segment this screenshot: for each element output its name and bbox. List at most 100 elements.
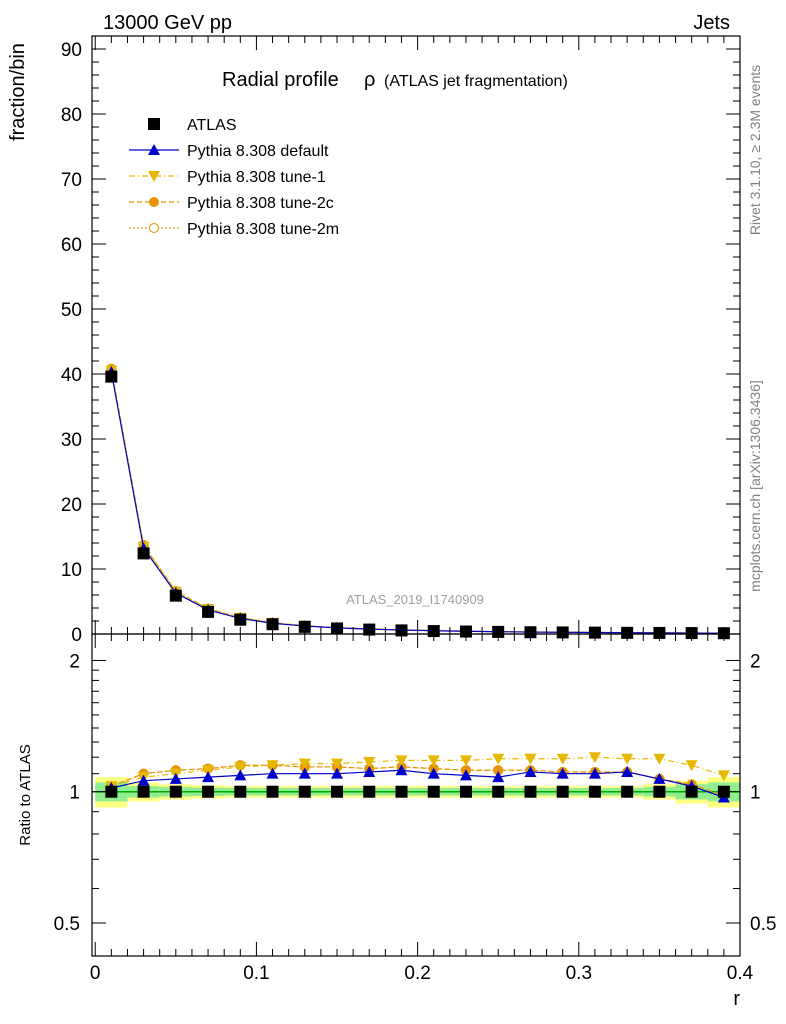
ratio-point-tune1 (556, 753, 569, 765)
ratio-point-data (427, 785, 440, 798)
ratio-point-default (395, 764, 408, 776)
main-point-data (202, 605, 215, 618)
analysis-watermark: ATLAS_2019_I1740909 (346, 592, 484, 607)
ratio-point-tune1 (653, 753, 666, 765)
ratio-point-data (169, 785, 182, 798)
legend-marker-tune2m (148, 222, 160, 234)
main-point-data (169, 589, 182, 602)
ratio-point-data (266, 785, 279, 798)
main-ytick-label: 0 (71, 625, 82, 646)
main-ytick-label: 60 (61, 235, 82, 256)
ratio-point-data (621, 785, 634, 798)
legend: ATLAS Pythia 8.308 default Pythia 8.308 tu… (129, 117, 339, 238)
ratio-point-tune1 (685, 760, 698, 772)
ratio-line-default (111, 769, 725, 799)
ratio-point-default (169, 772, 182, 784)
ratio-point-tune1 (621, 753, 634, 765)
ratio-point-data (234, 785, 247, 798)
xtick-label: 0 (90, 963, 101, 984)
ratio-ytick-label: 0.5 (54, 914, 80, 935)
legend-label-tune2c: Pythia 8.308 tune-2c (187, 195, 334, 212)
ratio-band-group (92, 777, 740, 808)
ratio-series-group (105, 752, 730, 803)
main-point-data (105, 370, 118, 383)
ratio-point-data (685, 785, 698, 798)
ratio-point-tune1 (298, 758, 311, 770)
title-main: Radial profile (222, 69, 339, 91)
ratio-point-data (588, 785, 601, 798)
ratio-ylabel: Ratio to ATLAS (17, 744, 34, 845)
header-right: Jets (693, 12, 730, 34)
ratio-point-default (331, 767, 344, 779)
ratio-point-data (492, 785, 505, 798)
header-left: 13000 GeV pp (103, 12, 232, 34)
ratio-point-default (653, 772, 666, 784)
ratio-point-tune1 (588, 752, 601, 764)
ratio-line-tune1 (111, 756, 725, 787)
xtick-label: 0.2 (404, 963, 430, 984)
ratio-point-data (653, 785, 666, 798)
ratio-point-data (202, 785, 215, 798)
legend-label-data: ATLAS (187, 117, 237, 134)
xtick-label: 0.1 (243, 963, 269, 984)
main-ylabel: fraction/bin (7, 43, 29, 141)
ratio-ytick-label-right: 1 (750, 783, 761, 804)
legend-marker-default (148, 144, 160, 155)
ratio-point-tune1 (331, 758, 344, 770)
main-ytick-label: 30 (61, 430, 82, 451)
xtick-label: 0.3 (566, 963, 592, 984)
legend-marker-tune1 (148, 171, 160, 182)
ratio-point-default (459, 769, 472, 781)
main-point-data (266, 618, 279, 631)
legend-label-default: Pythia 8.308 default (187, 143, 329, 160)
ratio-point-default (556, 767, 569, 779)
ratio-point-default (234, 769, 247, 781)
main-ytick-label: 40 (61, 365, 82, 386)
ratio-point-default (492, 771, 505, 783)
xtick-label: 0.4 (727, 963, 754, 984)
ratio-point-default (202, 771, 215, 783)
ratio-point-tune1 (234, 761, 247, 773)
ratio-point-default (266, 767, 279, 779)
ratio-ytick-label: 1 (69, 783, 80, 804)
ratio-point-tune1 (363, 756, 376, 768)
ratio-point-tune1 (395, 755, 408, 767)
ratio-xlabel: r (733, 988, 740, 1010)
legend-label-tune2m: Pythia 8.308 tune-2m (187, 221, 339, 238)
ratio-point-tune1 (427, 755, 440, 767)
main-ytick-label: 10 (61, 560, 82, 581)
main-point-data (298, 620, 311, 633)
ratio-point-data (137, 785, 150, 798)
legend-label-tune1: Pythia 8.308 tune-1 (187, 169, 326, 186)
ratio-ytick-label-right: 0.5 (750, 914, 776, 935)
ratio-point-tune1 (459, 755, 472, 767)
ratio-point-data (298, 785, 311, 798)
ratio-point-default (524, 765, 537, 777)
ratio-point-data (556, 785, 569, 798)
main-ytick-label: 90 (61, 40, 82, 61)
ratio-point-default (363, 765, 376, 777)
mcplots-label: mcplots.cern.ch [arXiv:1306.3436] (747, 380, 763, 592)
ratio-point-default (427, 767, 440, 779)
ratio-point-tune2c (493, 765, 504, 776)
main-ytick-label: 20 (61, 495, 82, 516)
ratio-point-tune1 (717, 770, 730, 782)
ratio-point-default (588, 767, 601, 779)
ratio-point-data (331, 785, 344, 798)
ratio-point-data (717, 785, 730, 798)
ratio-point-default (298, 767, 311, 779)
ratio-point-tune1 (266, 760, 279, 772)
ratio-frame (91, 633, 741, 957)
main-point-data (234, 613, 247, 626)
legend-marker-data (148, 118, 160, 130)
legend-marker-tune2c (149, 197, 159, 207)
ratio-point-data (363, 785, 376, 798)
ratio-point-default (621, 765, 634, 777)
title-symbol: ρ (364, 69, 375, 91)
ratio-point-tune1 (524, 753, 537, 765)
main-ytick-label: 50 (61, 300, 82, 321)
ratio-point-data (395, 785, 408, 798)
chart-title: Radial profile ρ (ATLAS jet fragmentatio… (222, 69, 568, 91)
